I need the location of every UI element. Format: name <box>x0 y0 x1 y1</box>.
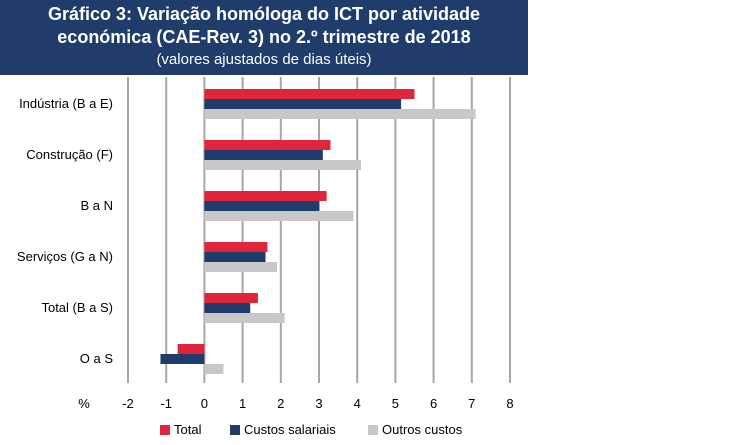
chart-title-box: Gráfico 3: Variação homóloga do ICT por … <box>0 0 528 75</box>
bar-total-2 <box>204 191 327 201</box>
x-tick-label-7: 5 <box>392 396 399 411</box>
legend-item-total: Total <box>160 421 201 439</box>
bar-total-1 <box>204 140 331 150</box>
x-tick-label-0: -2 <box>122 396 134 411</box>
category-label-3: Serviços (G a N) <box>17 249 113 264</box>
bar-total-0 <box>204 89 415 99</box>
bar-total-3 <box>204 242 268 252</box>
legend-swatch-outros-custos <box>368 425 378 435</box>
category-label-2: B a N <box>80 198 113 213</box>
x-tick-label-5: 3 <box>315 396 322 411</box>
legend-label-custos-salariais: Custos salariais <box>244 422 336 437</box>
x-tick-label-8: 6 <box>430 396 437 411</box>
chart-title-line-2: económica (CAE-Rev. 3) no 2.º trimestre … <box>57 27 471 47</box>
bar-custos-salariais-5 <box>160 354 205 364</box>
x-tick-label-2: 0 <box>201 396 208 411</box>
legend-label-outros-custos: Outros custos <box>382 422 463 437</box>
bar-custos-salariais-4 <box>204 303 251 313</box>
legend-label-total: Total <box>174 422 202 437</box>
category-label-1: Construção (F) <box>26 147 113 162</box>
bar-outros-custos-2 <box>204 211 354 221</box>
x-tick-label-4: 2 <box>277 396 284 411</box>
bar-total-5 <box>177 344 205 354</box>
legend-item-custos-salariais: Custos salariais <box>230 421 336 439</box>
x-tick-label-1: -1 <box>160 396 172 411</box>
legend-swatch-total <box>160 425 170 435</box>
category-label-4: Total (B a S) <box>41 300 113 315</box>
bar-custos-salariais-3 <box>204 252 266 262</box>
chart-subtitle: (valores ajustados de dias úteis) <box>156 51 372 68</box>
bar-custos-salariais-2 <box>204 201 319 211</box>
category-label-5: O a S <box>80 351 114 366</box>
bar-outros-custos-5 <box>204 364 224 374</box>
bar-outros-custos-3 <box>204 262 277 272</box>
bar-custos-salariais-0 <box>204 99 402 109</box>
bar-total-4 <box>204 293 258 303</box>
bar-outros-custos-4 <box>204 313 285 323</box>
bar-outros-custos-1 <box>204 160 362 170</box>
bar-outros-custos-0 <box>204 109 476 119</box>
x-tick-label-3: 1 <box>239 396 246 411</box>
x-tick-label-9: 7 <box>468 396 475 411</box>
category-label-0: Indústria (B a E) <box>19 96 113 111</box>
legend-item-outros-custos: Outros custos <box>368 421 462 439</box>
x-tick-label-10: 8 <box>506 396 513 411</box>
x-tick-label-6: 4 <box>354 396 361 411</box>
chart-title-line-1: Gráfico 3: Variação homóloga do ICT por … <box>47 4 481 24</box>
x-axis-label: % <box>78 396 90 411</box>
bar-custos-salariais-1 <box>204 150 323 160</box>
legend-swatch-custos-salariais <box>230 425 240 435</box>
